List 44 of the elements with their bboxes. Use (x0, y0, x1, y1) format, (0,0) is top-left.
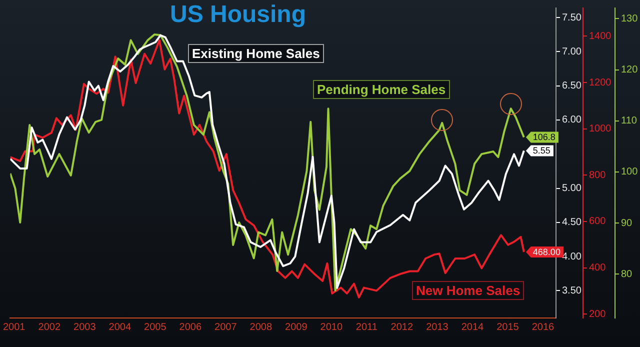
y2-tick-label: 1400 (589, 30, 612, 42)
y-tick-label: 7.50 (562, 12, 582, 24)
y2-tick-label: 600 (589, 216, 606, 228)
x-tick-label: 2011 (356, 322, 378, 333)
chart-title: US Housing (170, 1, 306, 29)
x-tick-label: 2009 (285, 322, 308, 333)
y2-tick-label: 1200 (589, 77, 612, 88)
x-tick-label: 2015 (496, 322, 520, 333)
x-tick-label: 2016 (532, 322, 555, 333)
y3-tick-label: 80 (621, 268, 633, 280)
x-tick-label: 2008 (250, 322, 272, 333)
x-tick-label: 2004 (108, 322, 132, 333)
y2-tick-label: 800 (589, 170, 606, 181)
x-tick-label: 2007 (214, 322, 238, 333)
x-tick-label: 2010 (320, 322, 343, 333)
y3-tick-label: 100 (621, 166, 638, 178)
y-tick-label: 4.50 (562, 217, 582, 228)
data-label: 106.8 (532, 132, 556, 142)
y-tick-label: 6.00 (562, 114, 582, 126)
y3-tick-label: 120 (621, 64, 638, 76)
x-tick-label: 2005 (144, 322, 167, 333)
y2-tick-label: 1000 (589, 124, 612, 135)
x-tick-label: 2001 (3, 322, 26, 333)
series-label: Pending Home Sales (313, 80, 450, 99)
y3-tick-label: 90 (621, 218, 633, 229)
y3-tick-label: 110 (621, 116, 638, 127)
series-label: New Home Sales (412, 281, 524, 300)
y2-tick-label: 400 (589, 262, 606, 274)
y-tick-label: 6.50 (562, 80, 582, 92)
x-tick-label: 2013 (426, 322, 449, 333)
y2-tick-label: 200 (589, 308, 606, 320)
y3-tick-label: 130 (621, 13, 638, 24)
data-label: 468.00 (532, 247, 560, 257)
x-tick-label: 2006 (179, 322, 202, 333)
y-tick-label: 7.00 (562, 46, 582, 58)
y-tick-label: 3.50 (562, 285, 582, 296)
x-tick-label: 2002 (38, 322, 61, 333)
data-label: 5.55 (532, 146, 550, 156)
x-tick-label: 2012 (390, 322, 414, 333)
y-tick-label: 5.00 (562, 183, 582, 194)
series-label: Existing Home Sales (188, 44, 324, 63)
x-tick-label: 2003 (74, 322, 96, 333)
y-tick-label: 4.00 (562, 251, 582, 262)
x-tick-label: 2014 (461, 322, 484, 333)
